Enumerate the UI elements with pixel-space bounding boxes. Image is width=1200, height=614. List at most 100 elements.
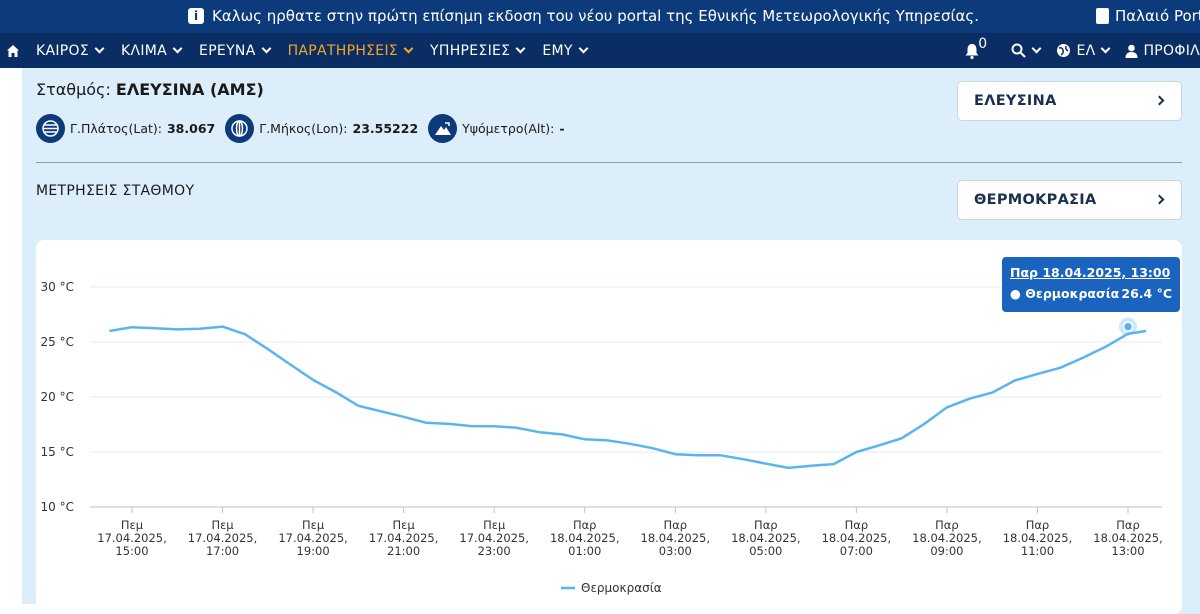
station-name: ΕΛΕΥΣΙΝΑ (ΑΜΣ): [115, 80, 264, 99]
old-portal-link[interactable]: Παλαιό Port: [1096, 7, 1200, 25]
nav-services[interactable]: ΥΠΗΡΕΣΙΕΣ: [430, 43, 526, 59]
chevron-down-icon: [1101, 43, 1111, 54]
chevron-right-icon: [1154, 194, 1165, 205]
chevron-right-icon: [1154, 95, 1165, 106]
x-tick-label: Πεμ: [483, 518, 506, 532]
series-line-temperature: [109, 325, 1147, 470]
parameter-select[interactable]: ΘΕΡΜΟΚΡΑΣΙΑ: [957, 180, 1182, 220]
tooltip-time: Παρ 18.04.2025, 13:00: [1010, 265, 1171, 280]
station-title: Σταθμός: ΕΛΕΥΣΙΝΑ (ΑΜΣ): [36, 80, 264, 99]
chart-tooltip: Παρ 18.04.2025, 13:00 ● Θερμοκρασία 26.4…: [1002, 257, 1180, 312]
tooltip-value: 26.4 °C: [1121, 286, 1172, 301]
x-tick-label: Παρ: [935, 518, 959, 532]
chevron-down-icon: [403, 43, 414, 54]
scroll-indicator: [0, 604, 48, 614]
x-tick-label: Πεμ: [121, 518, 144, 532]
x-tick-label: 03:00: [659, 544, 692, 558]
x-tick-label: 17.04.2025,: [278, 531, 348, 545]
x-tick-label: 09:00: [930, 544, 963, 558]
announcement: i Καλως ηρθατε στην πρώτη επίσημη εκδοση…: [188, 7, 979, 25]
temperature-chart[interactable]: 10 °C15 °C20 °C25 °C30 °CΠεμ17.04.2025,1…: [36, 240, 1182, 614]
x-tick-label: 18.04.2025,: [641, 531, 711, 545]
x-tick-label: 18.04.2025,: [912, 531, 982, 545]
search-button[interactable]: [1011, 43, 1042, 58]
x-tick-label: 17.04.2025,: [97, 531, 167, 545]
longitude-icon: [225, 113, 255, 143]
y-tick-label: 20 °C: [41, 390, 74, 404]
x-tick-label: Παρ: [845, 518, 869, 532]
x-tick-label: 17.04.2025,: [369, 531, 439, 545]
profile-label[interactable]: ΠΡΟΦΙΛ: [1143, 42, 1200, 59]
section-title: ΜΕΤΡΗΣΕΙΣ ΣΤΑΘΜΟΥ: [36, 183, 195, 199]
x-tick-label: 18.04.2025,: [1003, 531, 1073, 545]
notifications-button[interactable]: 0: [963, 36, 995, 60]
tooltip-series: ● Θερμοκρασία: [1010, 286, 1120, 301]
y-tick-label: 10 °C: [41, 500, 74, 514]
x-tick-label: Παρ: [1026, 518, 1050, 532]
x-tick-label: Παρ: [664, 518, 688, 532]
latitude: Γ.Πλάτος(Lat): 38.067: [36, 113, 215, 143]
station-select[interactable]: ΕΛΕΥΣΙΝΑ: [957, 81, 1182, 121]
x-tick-label: Πεμ: [211, 518, 234, 532]
chevron-down-icon: [515, 43, 526, 54]
y-tick-label: 15 °C: [41, 445, 74, 459]
highlight-point: [1122, 321, 1134, 332]
bell-icon: [965, 43, 979, 59]
language-selector[interactable]: ΕΛ: [1056, 42, 1111, 59]
chevron-down-icon: [261, 43, 272, 54]
notifications-badge: 0: [978, 35, 988, 52]
main-navbar: ΚΑΙΡΟΣ ΚΛΙΜΑ ΕΡΕΥΝΑ ΠΑΡΑΤΗΡΗΣΕΙΣ ΥΠΗΡΕΣΙ…: [0, 33, 1200, 68]
announcement-bar: i Καλως ηρθατε στην πρώτη επίσημη εκδοση…: [0, 0, 1200, 33]
x-tick-label: 18.04.2025,: [822, 531, 892, 545]
longitude: Γ.Μήκος(Lon): 23.55222: [225, 113, 418, 143]
mountain-icon: [428, 113, 458, 143]
globe-icon: [1057, 44, 1071, 57]
chart-card: 10 °C 15 °C 20 °C 25 °C 30 °C Πεμ 17.04.2025, 1…: [36, 240, 1182, 614]
x-tick-label: 17.04.2025,: [188, 531, 258, 545]
chevron-down-icon: [94, 43, 105, 54]
announcement-text: Καλως ηρθατε στην πρώτη επίσημη εκδοση τ…: [212, 7, 979, 25]
x-tick-label: 17.04.2025,: [459, 531, 529, 545]
y-tick-label: 30 °C: [41, 280, 74, 294]
x-tick-label: Παρ: [754, 518, 778, 532]
x-tick-label: 15:00: [115, 544, 148, 558]
divider: [36, 162, 1182, 163]
nav-research[interactable]: ΕΡΕΥΝΑ: [199, 43, 272, 59]
left-panel-edge: [0, 68, 22, 614]
profile-button[interactable]: ΠΡΟΦΙΛ: [1125, 43, 1200, 59]
x-tick-label: 05:00: [749, 544, 782, 558]
nav-emy[interactable]: ΕΜΥ: [542, 43, 589, 59]
x-tick-label: 19:00: [297, 544, 330, 558]
latitude-icon: [36, 113, 65, 143]
old-portal-label[interactable]: Παλαιό Port: [1115, 7, 1200, 25]
parameter-select-value[interactable]: ΘΕΡΜΟΚΡΑΣΙΑ: [974, 192, 1097, 208]
info-icon: i: [188, 8, 204, 24]
x-tick-label: 17:00: [206, 544, 239, 558]
home-icon[interactable]: [6, 44, 20, 58]
nav-observations[interactable]: ΠΑΡΑΤΗΡΗΣΕΙΣ: [288, 43, 414, 59]
chevron-down-icon: [172, 43, 183, 54]
x-tick-label: Παρ: [1116, 518, 1140, 532]
language-label[interactable]: ΕΛ: [1076, 42, 1096, 59]
nav-climate[interactable]: ΚΛΙΜΑ: [121, 43, 183, 59]
document-icon: [1096, 8, 1109, 24]
x-tick-label: 18.04.2025,: [731, 531, 801, 545]
nav-weather[interactable]: ΚΑΙΡΟΣ: [36, 43, 105, 59]
legend-label: Θερμοκρασία: [581, 581, 662, 595]
y-tick-label: 25 °C: [41, 335, 74, 349]
chevron-down-icon: [1032, 43, 1042, 54]
search-icon: [1011, 43, 1027, 58]
x-tick-label: 21:00: [387, 544, 420, 558]
x-tick-label: 01:00: [568, 544, 601, 558]
x-tick-label: Παρ: [573, 518, 597, 532]
station-coordinates: Γ.Πλάτος(Lat): 38.067 Γ.Μήκος(Lon): 23.5…: [36, 113, 575, 143]
user-icon: [1125, 44, 1138, 58]
station-select-value[interactable]: ΕΛΕΥΣΙΝΑ: [974, 93, 1057, 109]
x-tick-label: 18.04.2025,: [1093, 531, 1163, 545]
x-tick-label: Πεμ: [393, 518, 416, 532]
x-tick-label: 11:00: [1021, 544, 1054, 558]
x-tick-label: Πεμ: [302, 518, 325, 532]
x-tick-label: 13:00: [1111, 544, 1144, 558]
chevron-down-icon: [578, 43, 589, 54]
x-tick-label: 23:00: [478, 544, 511, 558]
